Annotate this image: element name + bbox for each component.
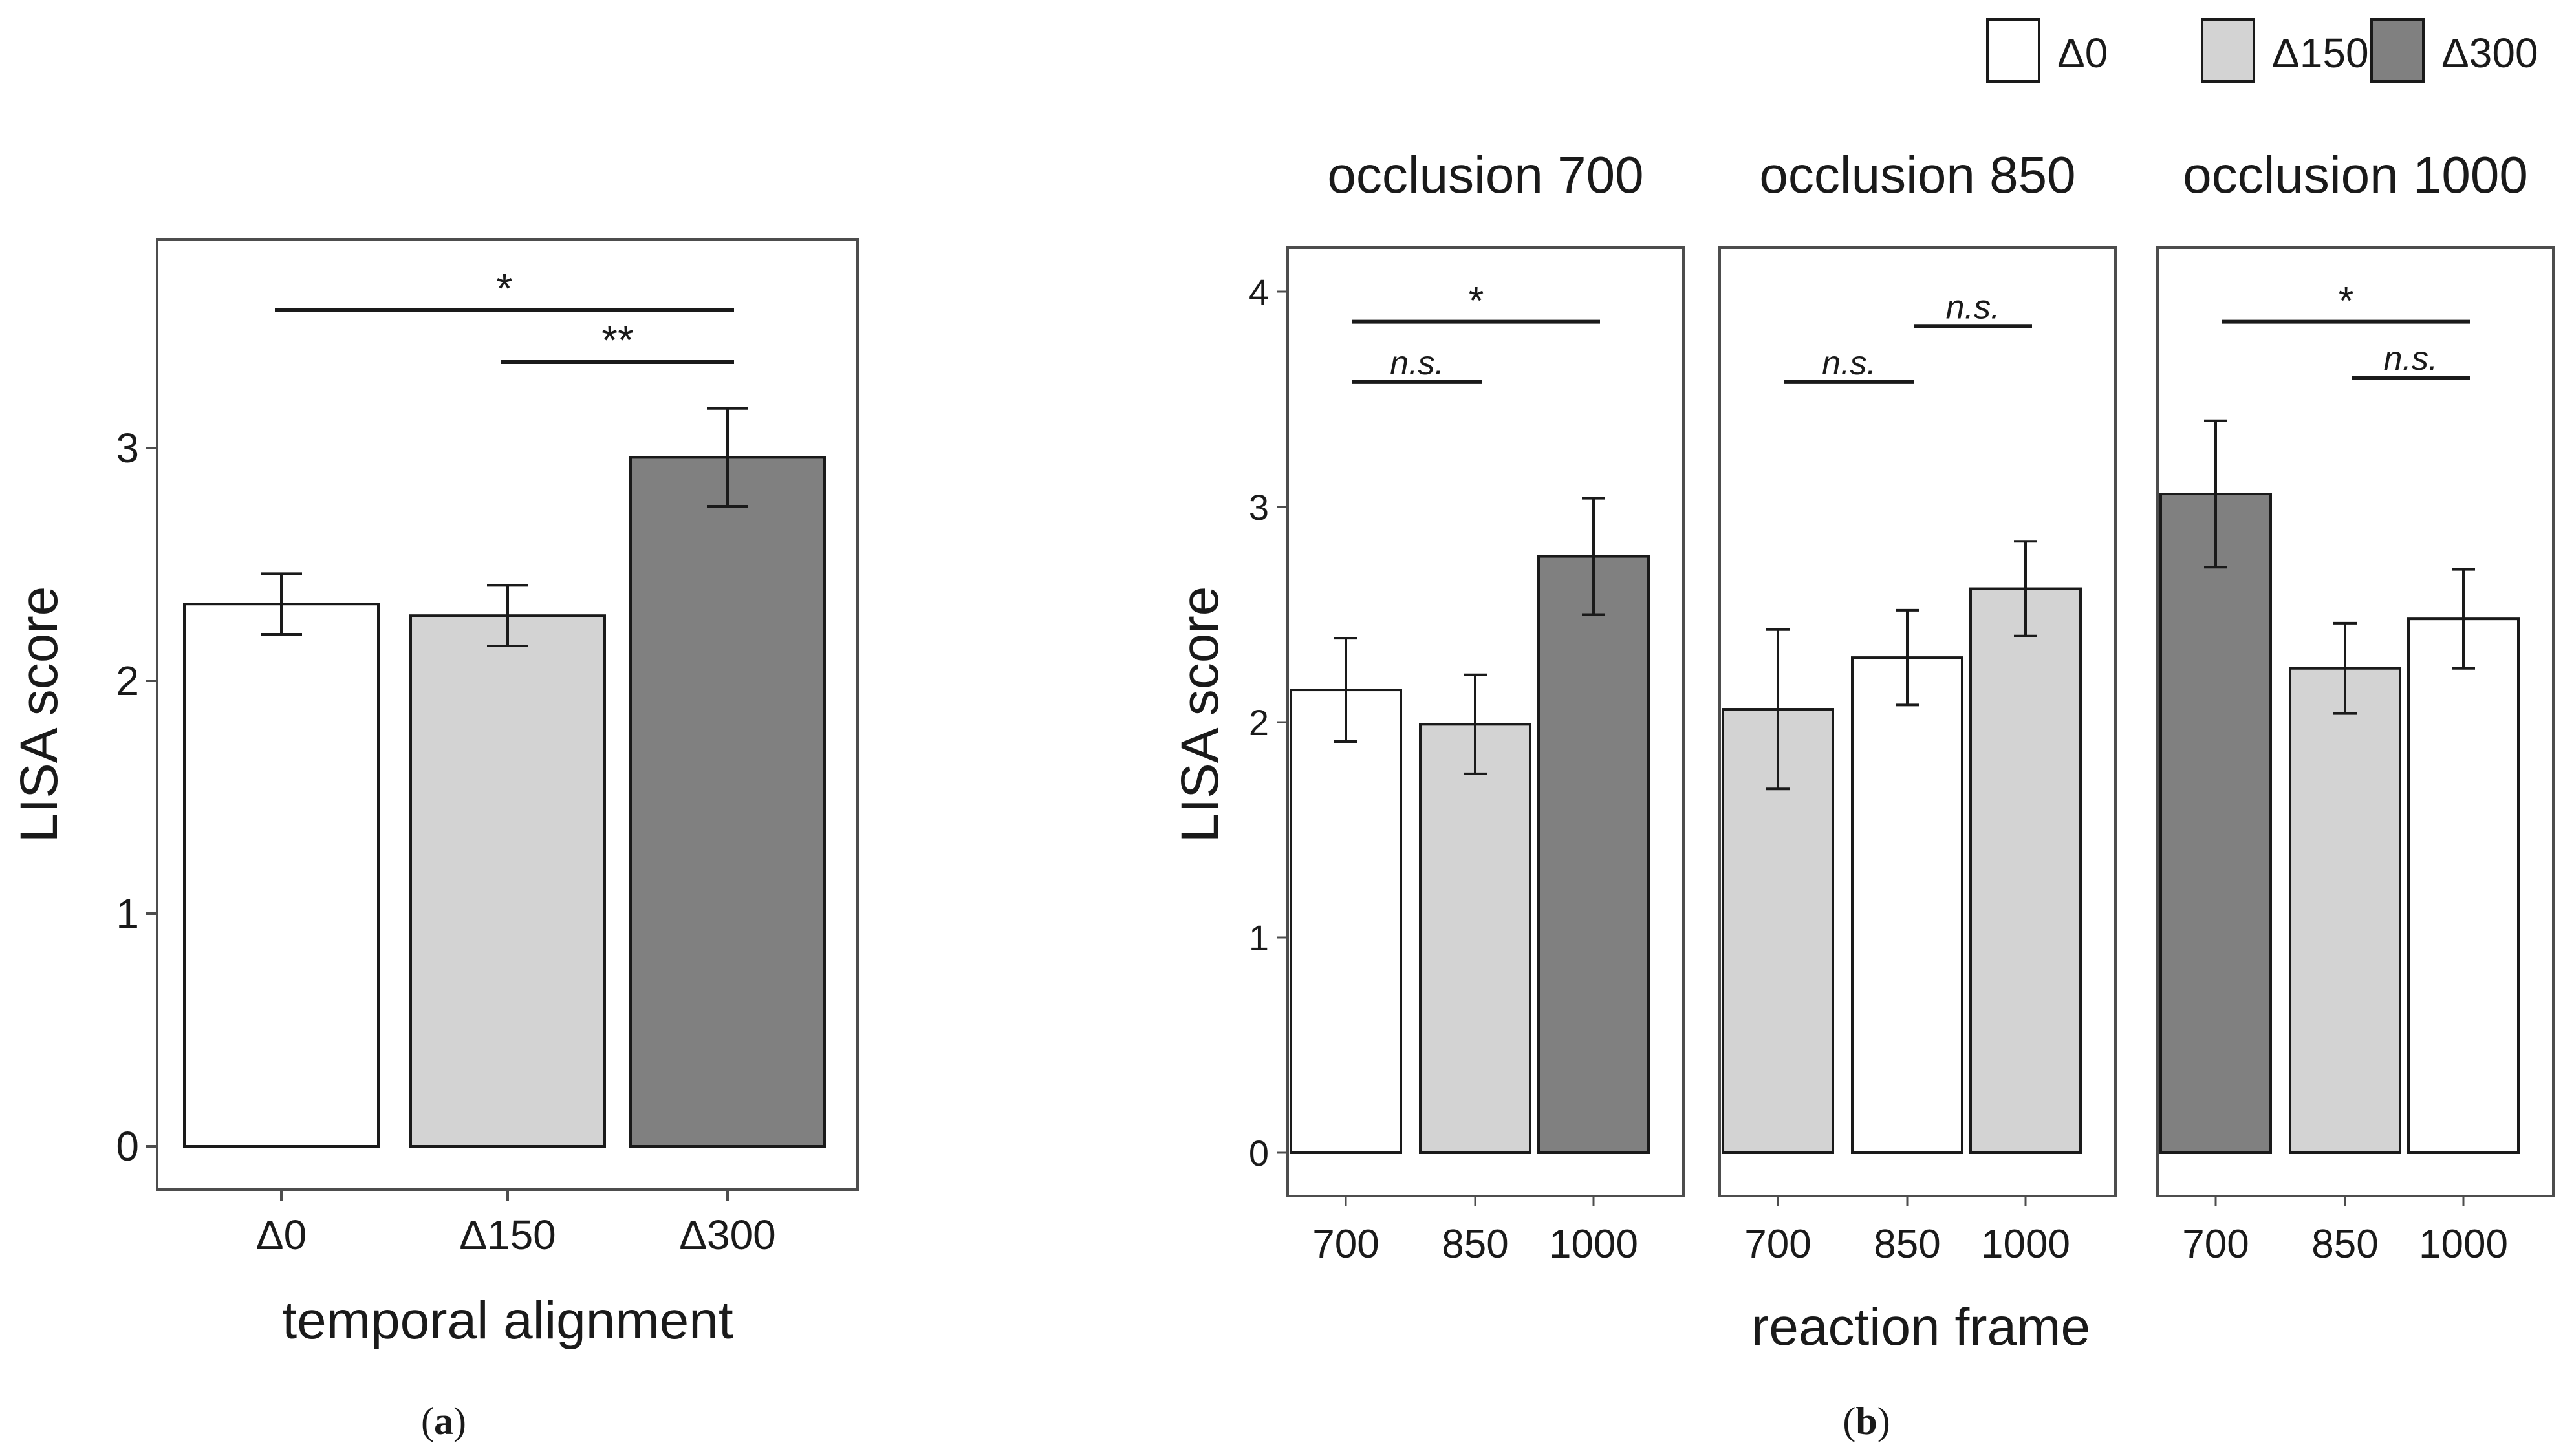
- panel-b-y-tick-label: 4: [1249, 272, 1269, 312]
- facet-x-tick-label: 1000: [2419, 1222, 2508, 1267]
- legend-swatch-1: [2201, 18, 2255, 83]
- facet-2-bar-2: [2407, 617, 2520, 1154]
- legend-swatch-0: [1986, 18, 2040, 83]
- caption-a: (a): [421, 1400, 466, 1442]
- facet-x-tick-label: 850: [1442, 1222, 1508, 1267]
- panel-a-x-tick-label: Δ0: [256, 1212, 307, 1258]
- facet-1-bar-1: [1851, 656, 1963, 1154]
- facet-x-tick-label: 1000: [1981, 1222, 2070, 1267]
- panel-a-x-tick-label: Δ150: [459, 1212, 556, 1258]
- facet-title: occlusion 1000: [2183, 146, 2528, 204]
- facet-title: occlusion 700: [1327, 146, 1643, 204]
- facet-2-bar-0: [2159, 493, 2272, 1154]
- legend: Δ0 Δ150 Δ300: [1986, 18, 2538, 83]
- panel-a-significance-label: **: [601, 317, 634, 363]
- panel-a-x-axis-label: temporal alignment: [282, 1291, 733, 1350]
- panel-a-significance-label: *: [497, 265, 513, 312]
- panel-a-bar-0: [183, 603, 380, 1148]
- legend-label-0: Δ0: [2057, 30, 2108, 76]
- facet-0-bar-0: [1290, 689, 1402, 1155]
- panel-a-y-tick-label: 1: [116, 890, 139, 937]
- facet-2: occlusion 1000 700 850 1000 * n.s.: [2156, 146, 2555, 1267]
- panel-a-y-tick-label: 2: [116, 658, 139, 704]
- facet-x-tick-label: 1000: [1549, 1222, 1638, 1267]
- caption-b: (b): [1843, 1400, 1890, 1442]
- panel-a-x-tick-label: Δ300: [679, 1212, 776, 1258]
- facet-x-tick-label: 850: [1874, 1222, 1940, 1267]
- panel-a-bar-1: [409, 614, 606, 1148]
- facet-0: occlusion 700 700 850 1000 * n.s.: [1286, 146, 1685, 1267]
- facet-x-tick-label: 700: [1744, 1222, 1811, 1267]
- facet-significance-label: *: [2339, 279, 2353, 323]
- panel-b-y-tick-label: 1: [1249, 917, 1269, 958]
- panel-b-y-axis-label: LISA score: [1171, 586, 1229, 843]
- panel-b-y-tick-label: 2: [1249, 702, 1269, 743]
- facet-significance-label: n.s.: [1822, 345, 1876, 382]
- facet-significance-label: *: [1469, 279, 1484, 323]
- panel-b-y-tick-label: 0: [1249, 1133, 1269, 1173]
- panel-a-y-tick-label: 0: [116, 1123, 139, 1170]
- facet-x-tick-label: 700: [1312, 1222, 1379, 1267]
- panel-a-y-axis-label: LISA score: [10, 586, 69, 843]
- facet-title: occlusion 850: [1759, 146, 2075, 204]
- facet-0-bar-1: [1419, 723, 1531, 1154]
- panel-a-y-tick-label: 3: [116, 425, 139, 471]
- legend-label-1: Δ150: [2272, 30, 2369, 76]
- facet-2-bar-1: [2289, 667, 2401, 1154]
- panel-b-y-tick-label: 3: [1249, 487, 1269, 528]
- facet-significance-label: n.s.: [2384, 340, 2438, 378]
- panel-b-x-axis-label: reaction frame: [1751, 1298, 2090, 1356]
- panel-a-bar-2: [629, 456, 826, 1148]
- facet-0-bar-2: [1537, 555, 1650, 1154]
- facet-1-bar-2: [1969, 587, 2082, 1154]
- facet-1: occlusion 850 700 850 1000 n.s. n.s.: [1718, 146, 2117, 1267]
- facet-x-tick-label: 850: [2311, 1222, 2378, 1267]
- legend-label-2: Δ300: [2441, 30, 2538, 76]
- legend-swatch-2: [2370, 18, 2425, 83]
- facet-significance-label: n.s.: [1390, 345, 1444, 382]
- facet-x-tick-label: 700: [2182, 1222, 2249, 1267]
- facet-significance-label: n.s.: [1946, 288, 2000, 326]
